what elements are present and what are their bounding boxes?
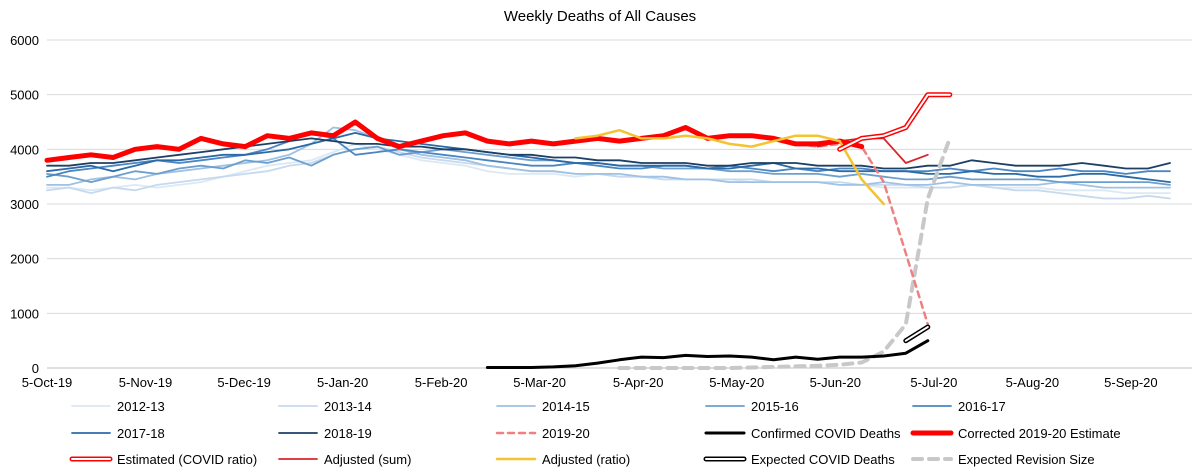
series-adjusted-ratio-line xyxy=(574,128,885,206)
legend-item-confirmed-covid-deaths: Confirmed COVID Deaths xyxy=(704,426,901,441)
y-tick-label: 3000 xyxy=(10,197,39,212)
legend-item-expected-covid-deaths: Expected COVID Deaths xyxy=(703,452,895,467)
legend-label: Estimated (COVID ratio) xyxy=(117,452,257,467)
legend-item-2017-18: 2017-18 xyxy=(71,426,165,441)
x-tick-label: 5-Nov-19 xyxy=(119,375,172,390)
series-expected-revision-size xyxy=(617,136,952,370)
legend-item-corrected-2019-20-estimate: Corrected 2019-20 Estimate xyxy=(910,426,1121,441)
legend-label: 2018-19 xyxy=(324,426,372,441)
y-tick-label: 0 xyxy=(32,361,39,376)
chart-title: Weekly Deaths of All Causes xyxy=(504,8,696,25)
legend-item-adjusted-ratio: Adjusted (ratio) xyxy=(495,452,630,467)
legend-item-2012-13: 2012-13 xyxy=(71,399,165,414)
legend-label: Expected COVID Deaths xyxy=(751,452,895,467)
legend-item-2014-15: 2014-15 xyxy=(496,399,590,414)
y-tick-label: 4000 xyxy=(10,142,39,157)
y-tick-label: 2000 xyxy=(10,252,39,267)
series-expected-covid-deaths xyxy=(903,324,931,344)
legend-label: 2015-16 xyxy=(751,399,799,414)
x-tick-label: 5-Mar-20 xyxy=(513,375,566,390)
series-2018-19-line xyxy=(46,137,1171,170)
x-tick-label: 5-Jul-20 xyxy=(910,375,957,390)
x-axis-ticks: 5-Oct-19 5-Nov-19 5-Dec-19 5-Jan-20 5-Feb-20… xyxy=(22,375,1158,390)
legend-item-2016-17: 2016-17 xyxy=(912,399,1006,414)
series-estimated-covid-ratio xyxy=(837,92,953,152)
legend-label: 2019-20 xyxy=(542,426,590,441)
legend-item-2018-19: 2018-19 xyxy=(278,426,372,441)
x-tick-label: 5-Aug-20 xyxy=(1006,375,1059,390)
x-tick-label: 5-Apr-20 xyxy=(613,375,664,390)
series-adjusted-ratio xyxy=(574,128,885,206)
x-tick-label: 5-Jun-20 xyxy=(810,375,861,390)
series-2016-17 xyxy=(46,131,1171,178)
series-2018-19 xyxy=(46,137,1171,170)
legend: 2012-13 2013-14 2014-15 2015-16 2016-17 2017-… xyxy=(69,399,1121,467)
gridlines xyxy=(47,39,1192,369)
series-confirmed-covid-deaths-line xyxy=(485,339,930,369)
legend-label: 2013-14 xyxy=(324,399,372,414)
x-tick-label: 5-Feb-20 xyxy=(415,375,468,390)
legend-item-expected-revision-size: Expected Revision Size xyxy=(911,452,1095,467)
legend-item-adjusted-sum: Adjusted (sum) xyxy=(278,452,411,467)
y-tick-label: 6000 xyxy=(10,33,39,48)
series-2013-14-line xyxy=(46,145,1171,200)
series-confirmed-covid-deaths xyxy=(485,339,930,369)
series-2017-18-line xyxy=(46,131,1171,184)
legend-label: Corrected 2019-20 Estimate xyxy=(958,426,1121,441)
x-tick-label: 5-Dec-19 xyxy=(217,375,270,390)
legend-label: 2012-13 xyxy=(117,399,165,414)
legend-item-estimated-covid-ratio: Estimated (COVID ratio) xyxy=(69,452,257,467)
legend-label: 2016-17 xyxy=(958,399,1006,414)
legend-item-2015-16: 2015-16 xyxy=(705,399,799,414)
y-tick-label: 1000 xyxy=(10,306,39,321)
series-2016-17-line xyxy=(46,131,1171,178)
series-expected-revision-size-line xyxy=(617,136,952,370)
legend-item-2019-20: 2019-20 xyxy=(495,426,590,441)
legend-label: Confirmed COVID Deaths xyxy=(751,426,901,441)
series-expected-covid-deaths-inner xyxy=(904,326,929,342)
x-tick-label: 5-Jan-20 xyxy=(317,375,368,390)
legend-label: Expected Revision Size xyxy=(958,452,1095,467)
legend-label: Adjusted (ratio) xyxy=(542,452,630,467)
y-tick-label: 5000 xyxy=(10,88,39,103)
series-corrected-2019-20-estimate-line xyxy=(44,119,865,163)
series-lines xyxy=(44,92,1171,370)
series-corrected-2019-20-estimate xyxy=(44,119,865,163)
series-estimated-covid-ratio-inner xyxy=(838,93,951,151)
legend-label: 2017-18 xyxy=(117,426,165,441)
legend-item-2013-14: 2013-14 xyxy=(278,399,372,414)
series-2013-14 xyxy=(46,145,1171,200)
legend-label: Adjusted (sum) xyxy=(324,452,411,467)
series-2017-18 xyxy=(46,131,1171,184)
x-tick-label: 5-May-20 xyxy=(709,375,764,390)
y-axis-ticks: 0 1000 2000 3000 4000 5000 6000 xyxy=(10,33,39,376)
x-tick-label: 5-Oct-19 xyxy=(22,375,73,390)
legend-label: 2014-15 xyxy=(542,399,590,414)
x-tick-label: 5-Sep-20 xyxy=(1104,375,1157,390)
